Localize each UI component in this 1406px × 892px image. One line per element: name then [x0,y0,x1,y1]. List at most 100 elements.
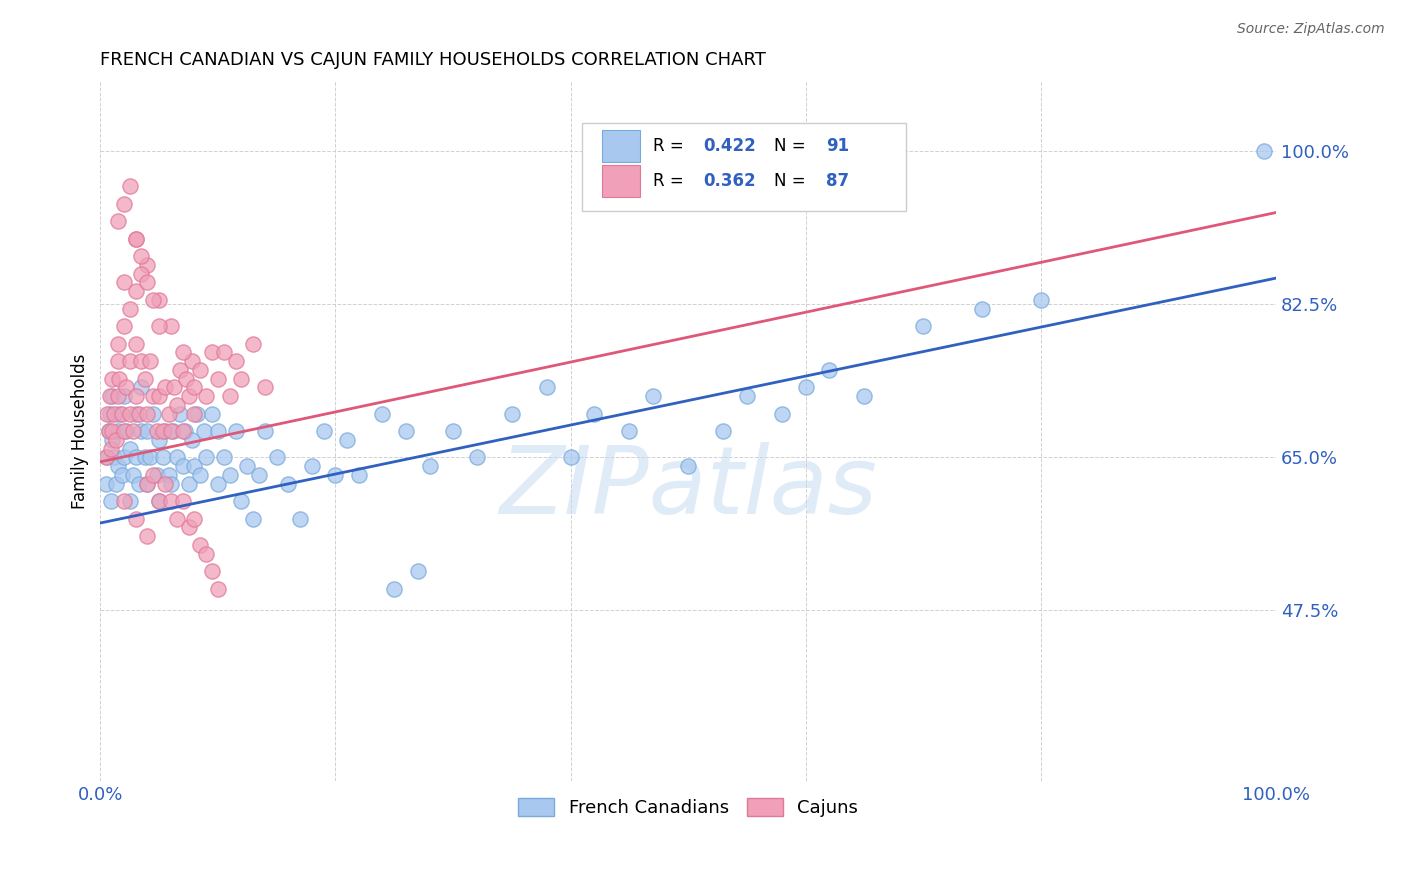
Text: Source: ZipAtlas.com: Source: ZipAtlas.com [1237,22,1385,37]
Point [124,232,146,246]
Point [101,389,124,403]
Point [406,564,429,578]
Point [134,450,156,465]
Point [152,424,174,438]
Point [231,372,253,386]
Point [188,538,211,552]
Point [97,424,120,438]
Point [225,424,247,438]
Point [152,450,174,465]
Point [148,433,170,447]
Point [157,407,180,421]
Point [122,424,145,438]
Point [138,450,160,465]
Point [112,196,135,211]
Point [253,424,276,438]
Point [290,511,312,525]
Point [160,319,183,334]
Point [641,389,664,403]
Point [131,424,153,438]
Point [148,389,170,403]
Point [148,319,170,334]
Point [172,424,194,438]
Point [583,407,606,421]
Point [100,494,122,508]
Point [183,380,205,394]
Point [186,407,208,421]
Point [166,511,188,525]
Point [146,467,169,482]
Point [166,398,188,412]
Point [174,424,197,438]
Point [134,372,156,386]
Point [242,511,264,525]
Point [970,301,993,316]
Point [619,424,641,438]
Text: 0.362: 0.362 [703,172,756,190]
Point [136,276,159,290]
Text: 87: 87 [825,172,849,190]
Point [142,389,165,403]
Point [103,450,125,465]
Point [104,433,127,447]
Point [124,285,146,299]
Point [560,450,582,465]
Text: N =: N = [773,172,806,190]
Point [98,389,121,403]
Point [266,450,288,465]
Point [193,424,215,438]
Point [418,459,440,474]
Text: R =: R = [652,137,683,155]
Point [108,407,131,421]
Point [96,407,118,421]
Point [118,354,141,368]
Point [713,424,735,438]
Point [148,494,170,508]
Point [131,267,153,281]
Text: R =: R = [652,172,683,190]
Point [676,459,699,474]
Point [853,389,876,403]
Point [96,450,118,465]
Point [441,424,464,438]
Point [136,476,159,491]
Point [770,407,793,421]
Point [212,450,235,465]
Point [118,407,141,421]
Point [735,389,758,403]
Point [142,293,165,307]
Point [242,336,264,351]
Point [188,467,211,482]
Point [162,424,184,438]
Point [177,476,200,491]
Point [122,467,145,482]
Point [160,476,183,491]
Point [128,407,150,421]
Point [201,407,224,421]
Point [160,494,183,508]
Point [163,380,186,394]
Point [96,450,118,465]
Point [301,459,323,474]
Point [124,389,146,403]
Point [247,467,270,482]
Point [336,433,359,447]
Point [148,494,170,508]
Point [201,345,224,359]
Point [207,372,229,386]
Point [103,407,125,421]
Point [1253,145,1275,159]
Point [201,564,224,578]
Point [177,520,200,534]
Point [146,424,169,438]
Point [136,529,159,543]
Point [536,380,558,394]
Text: FRENCH CANADIAN VS CAJUN FAMILY HOUSEHOLDS CORRELATION CHART: FRENCH CANADIAN VS CAJUN FAMILY HOUSEHOL… [100,51,766,69]
Point [100,442,122,456]
Point [107,459,129,474]
Point [207,424,229,438]
Point [112,389,135,403]
Point [148,293,170,307]
Legend: French Canadians, Cajuns: French Canadians, Cajuns [510,790,866,824]
Point [131,249,153,263]
